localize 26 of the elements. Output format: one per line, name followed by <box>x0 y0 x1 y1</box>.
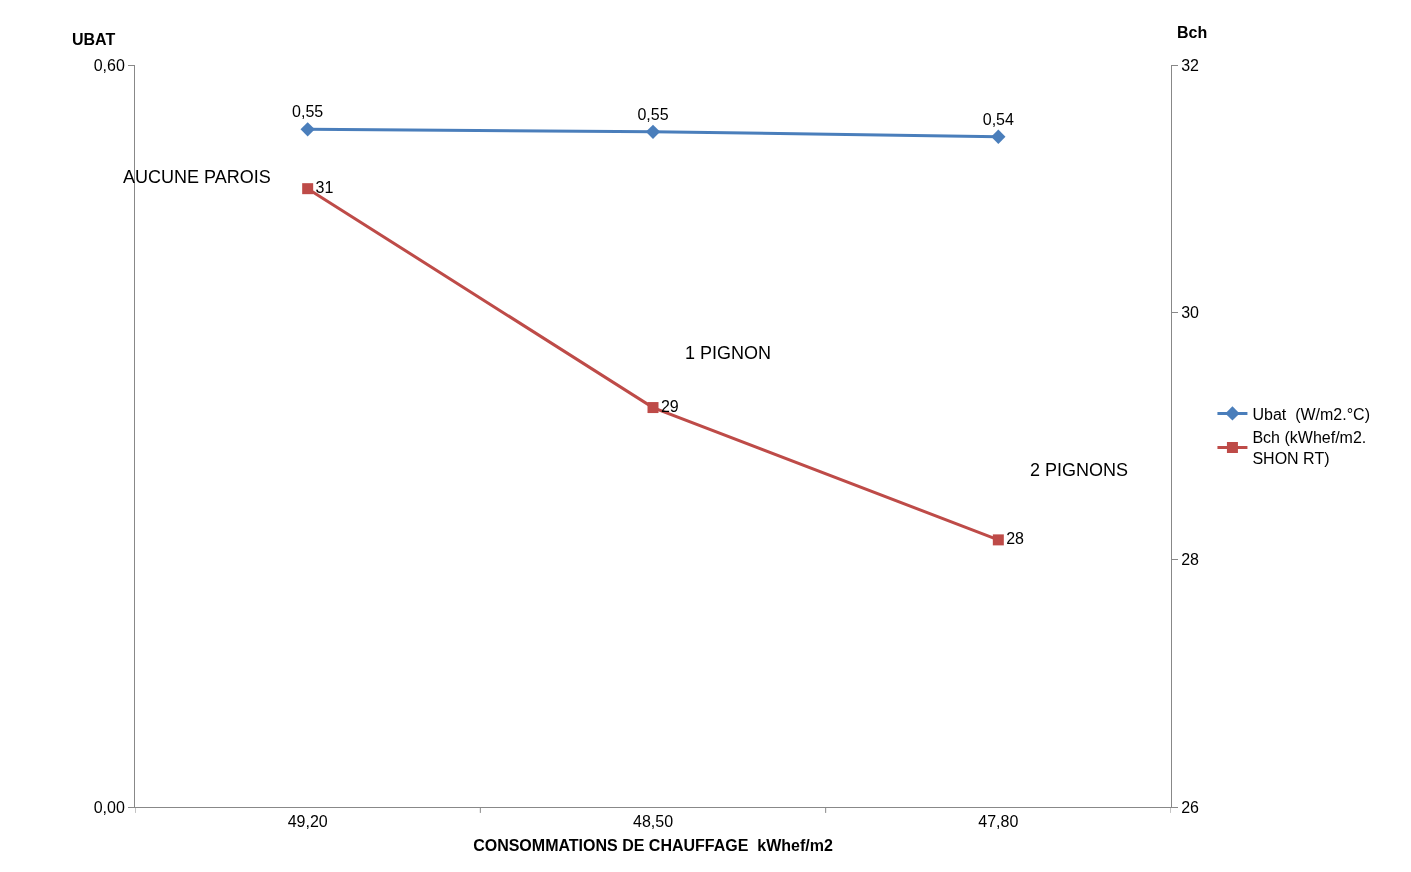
y-tick-label: 0,60 <box>93 56 125 74</box>
y2-tick-label: 26 <box>1181 798 1200 816</box>
y2-tick-label: 32 <box>1181 56 1200 74</box>
point <box>302 183 314 195</box>
legend-label: Ubat (W/m2.°C) <box>1252 405 1370 423</box>
x-axis-title: CONSOMMATIONS DE CHAUFFAGE kWhef/m2 <box>473 836 833 854</box>
y2-tick-label: 30 <box>1181 303 1200 321</box>
point <box>992 534 1004 546</box>
x-tick-label: 49,20 <box>287 813 328 831</box>
y-tick-label: 0,00 <box>93 798 125 816</box>
x-tick-label: 48,50 <box>632 813 674 831</box>
annotation: AUCUNE PAROIS <box>123 167 271 187</box>
data-label: 0,54 <box>982 110 1014 128</box>
y2-tick-label: 28 <box>1181 551 1200 569</box>
annotation: 1 PIGNON <box>685 343 772 363</box>
x-tick-label: 47,80 <box>978 813 1019 831</box>
point <box>647 402 659 414</box>
legend-label: Bch (kWhef/m2. SHON RT) <box>1252 429 1367 468</box>
data-label: 0,55 <box>292 103 324 121</box>
data-label: 28 <box>1006 529 1025 547</box>
data-label: 31 <box>315 178 334 196</box>
y2-axis-title: Bch <box>1177 24 1208 41</box>
data-label: 0,55 <box>637 105 669 123</box>
annotation: 2 PIGNONS <box>1030 460 1129 480</box>
y-axis-title: UBAT <box>72 31 116 48</box>
data-label: 29 <box>660 397 679 415</box>
